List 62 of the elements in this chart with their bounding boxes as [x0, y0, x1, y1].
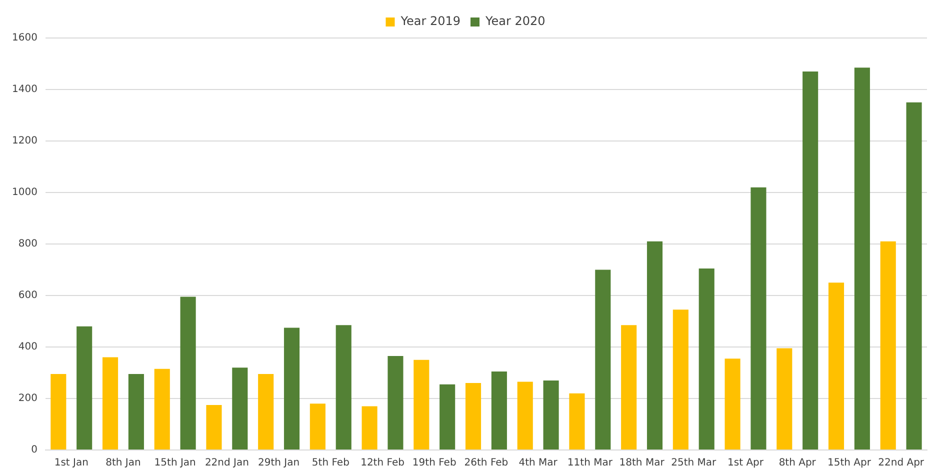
bar: [543, 380, 559, 450]
bar: [128, 374, 144, 450]
bar: [258, 374, 274, 450]
y-tick-label: 1600: [12, 32, 38, 44]
bar: [517, 382, 533, 450]
y-tick-label: 600: [18, 290, 38, 302]
x-tick-label: 11th Mar: [567, 458, 614, 469]
x-tick-label: 22nd Jan: [204, 458, 249, 469]
bar: [206, 404, 222, 450]
y-tick-label: 0: [31, 444, 38, 456]
bar: [388, 356, 404, 450]
bar: [284, 328, 300, 450]
y-tick-label: 400: [18, 342, 38, 353]
x-tick-label: 25th Mar: [671, 458, 718, 469]
bar: [76, 326, 92, 450]
legend-label: Year 2020: [484, 14, 546, 28]
bar: [802, 71, 818, 450]
bar: [569, 393, 585, 450]
x-tick-label: 1st Jan: [54, 458, 88, 469]
legend-label: Year 2019: [400, 14, 461, 28]
bar: [465, 383, 482, 450]
x-tick-label: 22nd Apr: [878, 458, 925, 469]
y-tick-label: 1400: [12, 84, 38, 96]
bar: [50, 374, 66, 450]
bar: [336, 325, 352, 450]
bar: [491, 371, 507, 450]
x-tick-label: 1st Apr: [728, 458, 764, 469]
bar: [880, 241, 896, 450]
bar: [906, 102, 922, 450]
x-tick-label: 19th Feb: [412, 458, 456, 469]
bar: [232, 368, 248, 450]
bar: [595, 270, 611, 450]
bar: [621, 325, 637, 450]
bar: [154, 368, 170, 450]
bar: [698, 268, 714, 450]
bar: [776, 348, 792, 450]
x-tick-label: 4th Mar: [518, 458, 558, 469]
bar: [362, 406, 378, 450]
bar: [310, 404, 326, 450]
bar: [646, 241, 663, 450]
x-tick-label: 12th Feb: [360, 458, 404, 469]
bar: [102, 357, 118, 450]
x-tick-label: 15th Apr: [827, 458, 872, 469]
bar: [750, 187, 766, 450]
bar: [854, 68, 870, 450]
x-tick-label: 5th Feb: [312, 458, 350, 469]
bar: [828, 282, 844, 450]
bar: [672, 310, 688, 450]
x-tick-label: 29th Jan: [258, 458, 300, 469]
y-tick-label: 1000: [12, 187, 38, 198]
x-tick-label: 8th Jan: [106, 458, 141, 469]
bar: [414, 360, 430, 450]
x-tick-label: 26th Feb: [464, 458, 508, 469]
y-tick-label: 1200: [12, 136, 38, 147]
x-tick-label: 18th Mar: [619, 458, 666, 469]
x-tick-label: 8th Apr: [778, 458, 817, 469]
y-tick-label: 800: [18, 238, 38, 250]
bar: [724, 358, 740, 450]
bar: [180, 296, 196, 450]
bar: [440, 384, 456, 450]
y-tick-label: 200: [18, 393, 38, 404]
x-tick-label: 15th Jan: [154, 458, 196, 469]
